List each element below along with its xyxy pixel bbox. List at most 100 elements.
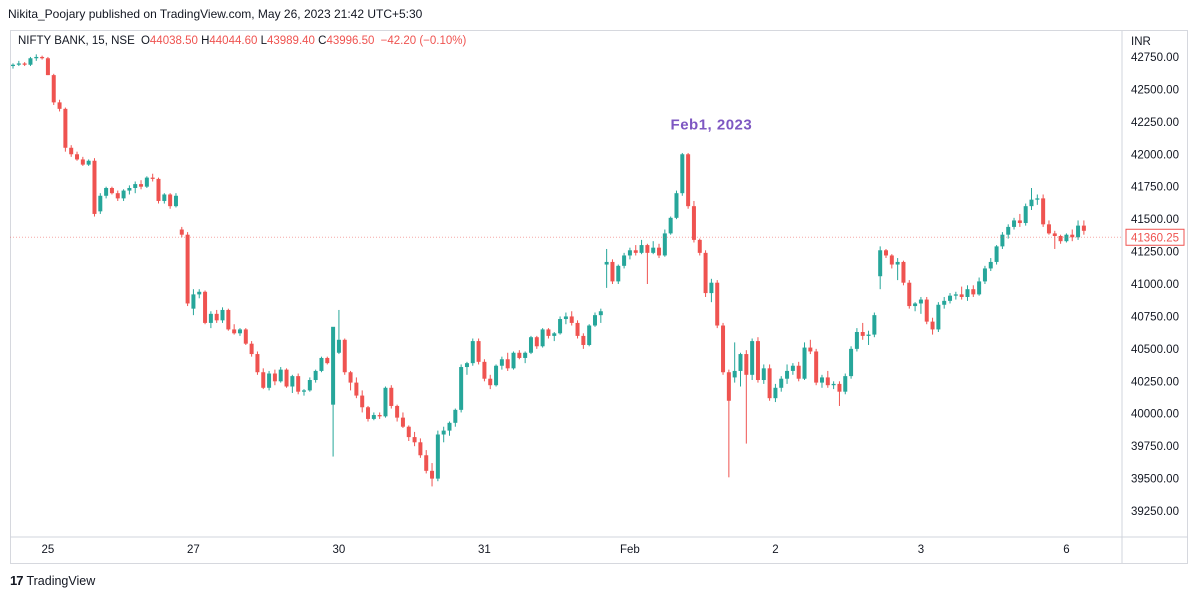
candle-down xyxy=(814,351,819,383)
annotation-label: Feb1, 2023 xyxy=(671,117,753,134)
candle-down xyxy=(569,316,574,323)
candle-down xyxy=(581,335,586,345)
candle-up xyxy=(668,217,673,234)
candle-down xyxy=(75,154,80,160)
y-tick-label: 39750.00 xyxy=(1131,441,1179,453)
x-tick-label: 31 xyxy=(478,544,491,556)
x-tick-label: 25 xyxy=(42,544,55,556)
y-tick-label: 40750.00 xyxy=(1131,311,1179,323)
close-value: 43996.50 xyxy=(326,35,375,47)
candle-up xyxy=(750,341,755,375)
candle-up xyxy=(779,378,784,388)
candle-up xyxy=(16,63,21,65)
candle-up xyxy=(121,190,126,199)
candle-up xyxy=(866,334,871,336)
brand-name: TradingView xyxy=(26,573,96,588)
candle-down xyxy=(860,332,865,336)
last-price-tag xyxy=(1125,228,1185,246)
candle-down xyxy=(1041,198,1046,225)
candle-up xyxy=(98,195,103,212)
candle-up xyxy=(965,289,970,297)
candle-up xyxy=(290,376,295,387)
y-tick-label: 41750.00 xyxy=(1131,182,1179,194)
candle-up xyxy=(785,370,790,379)
candle-down xyxy=(971,289,976,295)
last-price-label: 41360.25 xyxy=(1131,232,1179,244)
candle-up xyxy=(499,359,504,366)
candle-down xyxy=(924,299,929,322)
candle-down xyxy=(354,382,359,396)
candle-up xyxy=(593,315,597,326)
candle-down xyxy=(284,369,289,387)
candle-down xyxy=(703,252,708,294)
candle-down xyxy=(744,354,749,375)
candle-down xyxy=(342,339,347,373)
candle-down xyxy=(808,347,813,352)
candle-down xyxy=(633,250,638,253)
candle-down xyxy=(575,322,580,336)
y-tick-label: 42250.00 xyxy=(1131,117,1179,129)
candle-down xyxy=(232,329,237,334)
candle-down xyxy=(907,282,912,307)
candle-up xyxy=(464,363,469,368)
candle-up xyxy=(1035,198,1040,200)
low-label: L xyxy=(260,35,267,47)
open-label: O xyxy=(140,35,150,47)
x-tick-label: Feb xyxy=(620,544,640,556)
close-label: C xyxy=(318,35,327,47)
candle-down xyxy=(505,359,510,369)
candle-up xyxy=(34,56,39,59)
candle-up xyxy=(1029,199,1034,207)
candle-down xyxy=(179,229,184,235)
candle-up xyxy=(1000,234,1005,247)
candle-up xyxy=(441,430,446,435)
footer: 17 TradingView xyxy=(10,573,95,588)
high-value: 44044.60 xyxy=(209,35,258,47)
candle-up xyxy=(319,357,324,371)
candle-up xyxy=(738,354,743,371)
candle-down xyxy=(296,376,301,392)
candle-down xyxy=(476,341,481,362)
candle-up xyxy=(639,245,644,253)
candle-down xyxy=(534,337,539,347)
candle-up xyxy=(511,352,516,369)
candle-up xyxy=(732,370,737,378)
y-tick-label: 41500.00 xyxy=(1131,214,1179,226)
candle-up xyxy=(1006,226,1011,235)
candle-down xyxy=(488,378,493,386)
candle-up xyxy=(773,387,778,399)
candle-down xyxy=(884,250,888,256)
candle-down xyxy=(930,321,935,330)
candle-up xyxy=(313,370,318,381)
candle-up xyxy=(674,193,679,218)
candle-down xyxy=(517,352,522,358)
candle-down xyxy=(325,357,330,364)
candle-up xyxy=(872,315,877,335)
candle-down xyxy=(272,373,277,382)
candle-up xyxy=(331,326,336,405)
candle-down xyxy=(150,177,155,179)
y-tick-label: 41000.00 xyxy=(1131,279,1179,291)
y-tick-label: 40250.00 xyxy=(1131,376,1179,388)
candle-up xyxy=(528,337,533,353)
candle-down xyxy=(203,291,208,323)
candle-down xyxy=(22,63,27,65)
candle-down xyxy=(482,361,487,379)
candle-down xyxy=(1046,224,1051,234)
candle-up xyxy=(662,233,667,256)
candle-down xyxy=(360,395,365,408)
candle-up xyxy=(173,195,178,207)
candle-down xyxy=(546,329,551,336)
candle-up xyxy=(267,373,272,388)
candle-up xyxy=(651,247,656,253)
candle-down xyxy=(156,178,161,201)
high-label: H xyxy=(201,35,210,47)
candle-up xyxy=(162,194,167,201)
candle-down xyxy=(1017,220,1022,224)
candle-up xyxy=(104,187,109,196)
open-value: 44038.50 xyxy=(149,35,198,47)
candle-down xyxy=(610,261,615,282)
chart-frame[interactable] xyxy=(10,30,1188,564)
candle-down xyxy=(697,239,702,253)
